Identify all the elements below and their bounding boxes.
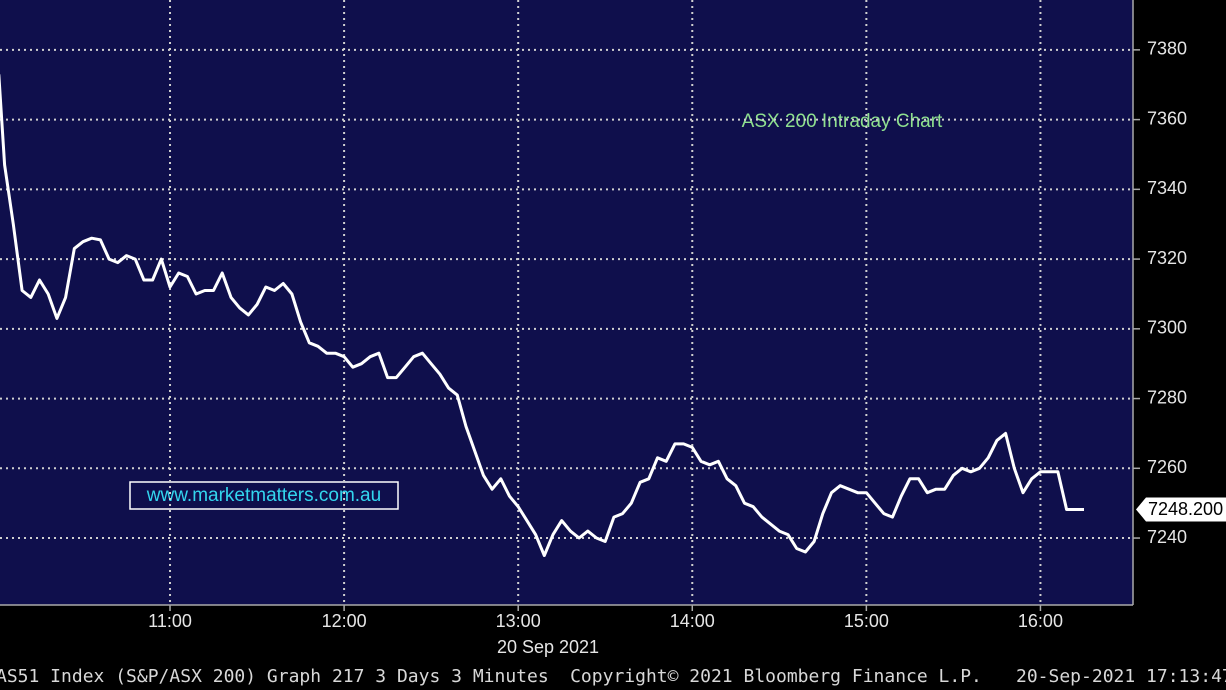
last-price-label: 7248.200 [1148, 499, 1223, 519]
y-tick-label: 7320 [1147, 248, 1187, 268]
last-price-tag [1136, 497, 1226, 522]
y-tick-label: 7340 [1147, 178, 1187, 198]
price-line [0, 74, 1084, 557]
watermark: www.marketmatters.com.au [146, 485, 381, 506]
x-tick-label: 12:00 [322, 611, 367, 631]
x-tick-label: 14:00 [670, 611, 715, 631]
y-tick-label: 7300 [1147, 318, 1187, 338]
watermark-box [129, 481, 399, 510]
x-tick-label: 13:00 [496, 611, 541, 631]
y-tick-label: 7260 [1147, 457, 1187, 477]
footer-left: AS51 Index (S&P/ASX 200) Graph 217 3 Day… [0, 666, 549, 687]
footer-center: Copyright© 2021 Bloomberg Finance L.P. [570, 666, 982, 687]
chart-annotation: ASX 200 Intraday Chart [742, 111, 943, 132]
y-tick-label: 7280 [1147, 387, 1187, 407]
y-tick-label: 7380 [1147, 39, 1187, 59]
footer-right: 20-Sep-2021 17:13:47 [1016, 666, 1226, 687]
y-tick-label: 7240 [1147, 527, 1187, 547]
y-tick-label: 7360 [1147, 108, 1187, 128]
x-tick-label: 11:00 [148, 611, 192, 631]
x-axis-label: 20 Sep 2021 [497, 637, 599, 657]
x-tick-label: 16:00 [1018, 611, 1063, 631]
x-tick-label: 15:00 [844, 611, 889, 631]
